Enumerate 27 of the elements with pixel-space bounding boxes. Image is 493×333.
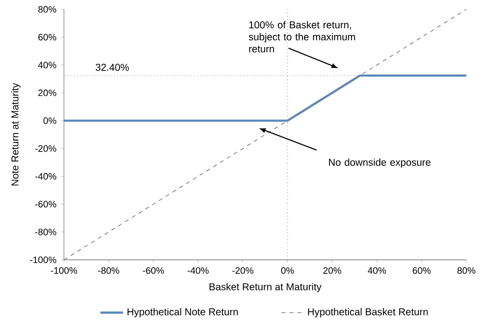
- annotation: 100% of Basket return, subject to the maximum return: [248, 21, 356, 52]
- y-tick-label: 20%: [38, 89, 56, 96]
- y-tick-label: 0%: [43, 117, 56, 124]
- ref-line-label: 32.40%: [96, 64, 129, 71]
- y-tick-label: -20%: [35, 145, 56, 152]
- x-tick-label: 40%: [368, 267, 386, 274]
- x-axis-title: Basket Return at Maturity: [210, 282, 322, 292]
- annotation: No downside exposure: [329, 158, 431, 168]
- legend-label: Hypothetical Basket Return: [308, 308, 428, 318]
- x-tick-label: 0%: [281, 267, 294, 274]
- y-tick-label: -80%: [35, 228, 56, 236]
- y-tick-label: -100%: [30, 256, 56, 264]
- x-tick-label: -80%: [98, 267, 120, 274]
- x-tick-label: -60%: [142, 267, 164, 274]
- x-tick-label: -100%: [50, 267, 78, 274]
- legend-label: Hypothetical Note Return: [128, 308, 238, 318]
- x-tick-label: -20%: [232, 267, 254, 274]
- x-tick-label: -40%: [188, 267, 209, 274]
- x-tick-label: 80%: [457, 267, 476, 274]
- y-tick-label: 80%: [38, 6, 56, 13]
- y-axis-title: Note Return at Maturity: [11, 82, 20, 186]
- y-tick-label: 40%: [38, 62, 56, 68]
- y-tick-label: -40%: [35, 172, 56, 180]
- y-tick-label: 60%: [38, 34, 56, 40]
- x-tick-label: 20%: [323, 267, 342, 274]
- x-tick-label: 60%: [412, 267, 431, 274]
- y-tick-label: -60%: [35, 200, 56, 208]
